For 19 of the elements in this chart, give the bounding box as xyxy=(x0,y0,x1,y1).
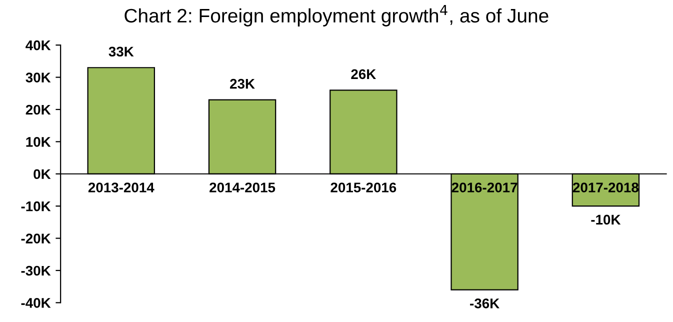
y-tick-label: -30K xyxy=(21,266,51,276)
y-tick-label: 40K xyxy=(26,40,51,50)
y-tick-label: 30K xyxy=(26,72,51,82)
y-tick-label: -10K xyxy=(21,201,51,212)
data-label: -36K xyxy=(470,298,500,308)
y-tick-label: -40K xyxy=(21,298,51,308)
y-tick-label: -20K xyxy=(21,234,51,244)
y-tick-label: 10K xyxy=(26,137,51,147)
x-tick-label: 2014-2015 xyxy=(210,182,276,192)
data-label: 26K xyxy=(351,69,376,80)
chart-title: Chart 2: Foreign employment growth$^{4}$, as of June xyxy=(124,5,548,26)
x-tick-label: 2013-2014 xyxy=(88,182,154,192)
x-tick-label: 2017-2018 xyxy=(572,182,638,192)
data-label: 33K xyxy=(108,46,134,57)
y-tick-label: 20K xyxy=(26,104,51,115)
data-label: 23K xyxy=(230,78,255,89)
x-tick-label: 2015-2016 xyxy=(330,182,396,192)
y-tick-label: 0K xyxy=(34,169,51,180)
data-label: -10K xyxy=(591,214,621,225)
